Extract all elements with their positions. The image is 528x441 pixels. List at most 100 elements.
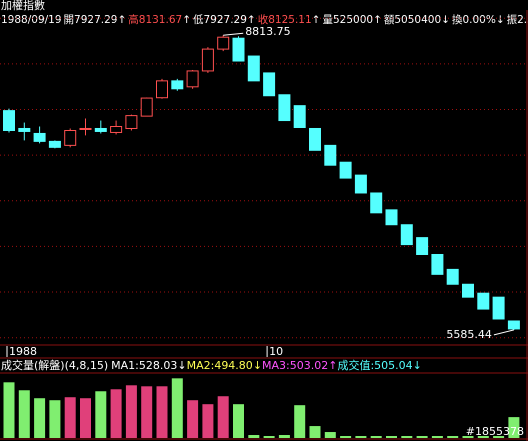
candle-body	[492, 296, 505, 320]
volume-bar	[141, 386, 153, 438]
legend-arrow: ↑	[328, 359, 337, 372]
candle-body	[201, 48, 214, 72]
candle-body	[431, 253, 444, 275]
candle-body	[507, 320, 520, 330]
candle-body	[140, 97, 153, 117]
legend-entry: MA3:503.02	[262, 359, 328, 372]
candle-body	[64, 129, 77, 146]
annotation: 8813.75	[245, 25, 291, 38]
candle-body	[48, 140, 61, 148]
x-tick-label: 1988	[9, 345, 37, 358]
info-label: 振	[507, 13, 518, 26]
candle-body	[263, 72, 276, 97]
volume-bar	[248, 435, 260, 438]
chart-title: 加權指數	[1, 0, 45, 12]
candle-body	[186, 70, 199, 88]
info-value: 7927.29	[204, 14, 247, 26]
candle-body	[3, 110, 15, 131]
candle-body	[33, 132, 46, 142]
volume-bar	[187, 400, 199, 438]
candle-body	[446, 268, 459, 285]
candle-body	[79, 127, 92, 130]
volume-bar	[217, 396, 229, 438]
volume-bar	[462, 436, 474, 438]
volume-bar	[431, 436, 443, 438]
legend-entry: 成交值:505.04	[337, 358, 412, 372]
info-label: 收	[258, 13, 269, 26]
volume-title: 成交量(解盤)(4,8,15)	[1, 358, 108, 372]
info-value: 0.00%	[462, 14, 495, 26]
info-arrow: ↓	[441, 14, 450, 26]
info-label: 量	[322, 14, 333, 26]
candle-body	[462, 283, 474, 298]
info-label: 高	[128, 13, 139, 26]
volume-bar	[202, 404, 214, 438]
volume-bar	[18, 390, 30, 438]
annotation: 5585.44	[446, 328, 492, 341]
info-arrow: ↑	[247, 14, 256, 26]
info-value: 525000	[333, 14, 373, 26]
volume-bar	[416, 436, 428, 438]
legend-entry: MA2:494.80	[187, 359, 253, 372]
candle-body	[370, 192, 383, 214]
legend-arrow: ↓	[253, 359, 262, 372]
volume-bar	[508, 417, 520, 438]
info-label: 換	[452, 14, 463, 26]
volume-bar	[171, 378, 183, 438]
volume-bar	[233, 404, 244, 438]
volume-bar	[125, 385, 137, 438]
volume-bar	[370, 436, 382, 438]
candle-body	[18, 127, 31, 132]
candle-body	[278, 94, 291, 122]
volume-bar	[278, 435, 290, 438]
info-label: 開	[64, 14, 75, 26]
candle-body	[171, 80, 184, 90]
candle-body	[293, 105, 306, 128]
annotation-line	[493, 329, 515, 336]
legend-entry: MA1:528.03	[111, 359, 177, 372]
candle-body	[324, 144, 337, 166]
volume-bar	[64, 397, 76, 438]
info-value: 7927.29	[74, 14, 117, 26]
volume-bar	[324, 432, 336, 438]
legend-arrow: ↓	[177, 359, 186, 372]
info-date: 1988/09/19	[1, 14, 62, 26]
info-arrow: ↑	[117, 14, 126, 26]
candle-body	[385, 209, 398, 226]
volume-bar	[493, 436, 505, 438]
candle-body	[400, 224, 413, 246]
candle-body	[217, 36, 230, 50]
volume-bar	[34, 398, 46, 438]
candle-body	[232, 37, 245, 62]
candle-body	[247, 55, 260, 82]
info-value: 8125.11	[268, 14, 311, 26]
info-label: 額	[384, 13, 395, 26]
info-arrow: ↑	[373, 14, 382, 26]
info-value: 5050400	[394, 14, 441, 26]
annotation-line	[223, 32, 244, 36]
record-count: #1855378	[466, 425, 524, 438]
volume-bar	[401, 436, 413, 438]
candle-body	[354, 174, 367, 194]
volume-bar	[80, 398, 91, 438]
info-value: 8131.67	[139, 14, 182, 26]
volume-bar	[110, 389, 122, 438]
volume-bar	[3, 382, 15, 438]
volume-bar	[477, 436, 489, 438]
volume-bar	[447, 436, 459, 438]
info-value: 2.58%	[517, 14, 528, 26]
candle-body	[110, 126, 123, 133]
candle-body	[156, 80, 168, 99]
candle-body	[94, 127, 107, 132]
volume-bar	[355, 436, 367, 438]
info-arrow: ↑	[312, 14, 321, 26]
volume-bar	[49, 400, 61, 438]
info-arrow: ↓	[496, 14, 505, 26]
candle-body	[477, 292, 490, 310]
volume-bar	[95, 391, 107, 438]
volume-legend: 成交量(解盤)(4,8,15) MA1:528.03↓MA2:494.80↓MA3…	[1, 358, 422, 372]
info-arrow: ↑	[182, 14, 191, 26]
